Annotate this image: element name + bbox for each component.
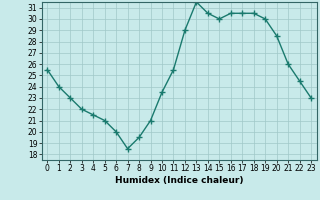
X-axis label: Humidex (Indice chaleur): Humidex (Indice chaleur) — [115, 176, 244, 185]
